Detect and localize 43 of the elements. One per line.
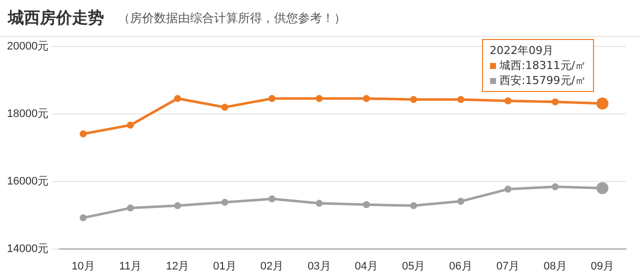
point [552, 98, 559, 106]
y-tick-label: 20000元 [6, 40, 49, 53]
point [221, 198, 228, 206]
x-tick-label: 07月 [496, 260, 520, 272]
point [457, 96, 464, 104]
chart-title: 城西房价走势 [8, 8, 104, 28]
point [126, 204, 134, 212]
x-tick-label: 02月 [260, 260, 284, 272]
point [221, 104, 228, 111]
point [80, 130, 87, 138]
point [504, 186, 512, 193]
point [504, 97, 512, 104]
annotation: 2022年09月 [490, 43, 555, 58]
point [362, 95, 370, 102]
point [268, 95, 276, 102]
legend-label: 西安:15799元/㎡ [500, 74, 586, 87]
x-tick-label: 06月 [449, 260, 472, 272]
x-tick-label: 08月 [544, 260, 567, 272]
x-tick-label: 10月 [72, 260, 95, 272]
point [410, 202, 418, 210]
x-tick-label: 12月 [166, 260, 190, 272]
point [268, 195, 276, 202]
point [362, 201, 370, 208]
point [174, 95, 182, 102]
x-tick-label: 11月 [119, 260, 142, 272]
x-tick-label: 01月 [213, 260, 236, 272]
x-tick-label: 03月 [308, 260, 331, 272]
point [80, 214, 87, 222]
x-tick-label: 05月 [402, 260, 426, 272]
x-tick-label: 09月 [590, 260, 614, 272]
x-tick-label: 04月 [354, 260, 378, 272]
legend-label: 城西:18311元/㎡ [500, 59, 586, 72]
point [457, 198, 464, 205]
point [316, 95, 323, 102]
chart-subtitle: （房价数据由综合计算所得，供您参考！） [118, 10, 346, 26]
y-tick-label: 14000元 [6, 242, 49, 255]
y-tick-label: 18000元 [6, 108, 49, 120]
point [410, 96, 418, 104]
point [126, 122, 134, 129]
point [552, 183, 559, 190]
y-tick-label: 16000元 [6, 175, 49, 188]
point [174, 202, 182, 210]
point [316, 200, 323, 207]
